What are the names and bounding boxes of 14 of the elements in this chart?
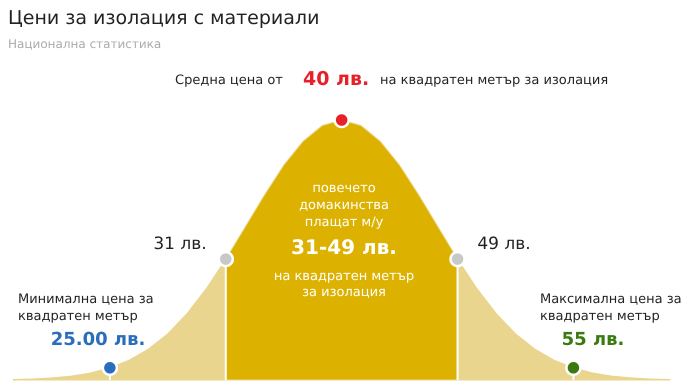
annotation: 31-49 лв. — [291, 235, 397, 259]
chart-title: Цени за изолация с материали — [8, 7, 320, 29]
text: на квадратен метър за изолация — [380, 73, 608, 88]
annotation: на квадратен метър за изолация — [274, 269, 414, 300]
annotation: 49 лв. — [477, 234, 531, 254]
annotation: Максимална цена за квадратен метър — [540, 292, 682, 324]
annotation: Минимална цена за квадратен метър — [18, 292, 154, 324]
annotation: 31 лв. — [153, 234, 207, 254]
annotation: повечето домакинства плащат м/у — [299, 181, 389, 230]
text: 40 лв. — [303, 68, 370, 90]
text: Средна цена от — [175, 73, 284, 88]
chart-subtitle: Национална статистика — [8, 37, 162, 51]
annotation: 55 лв. — [562, 329, 624, 350]
annotation: 25.00 лв. — [50, 329, 146, 350]
